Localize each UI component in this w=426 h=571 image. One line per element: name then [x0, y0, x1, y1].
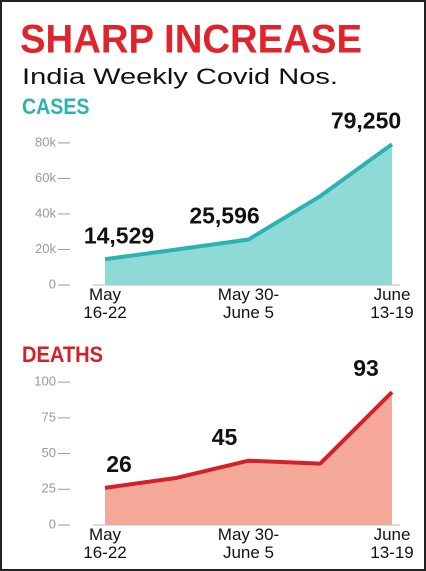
x-tick-label: June 13-19 — [370, 285, 413, 322]
value-label: 45 — [212, 424, 238, 450]
y-tick-label: 0 — [49, 516, 56, 531]
line — [104, 142, 394, 262]
line — [104, 390, 394, 490]
area-fill — [105, 392, 392, 525]
value-label: 26 — [106, 451, 132, 477]
x-tick-label: May 30-June 5 — [218, 285, 279, 322]
x-tick-label: May 16-22 — [83, 285, 126, 322]
value-label: 25,596 — [189, 203, 259, 229]
value-label: 79,250 — [331, 107, 401, 133]
y-tick-label: 60k — [35, 170, 56, 185]
section-title: DEATHS — [22, 342, 103, 367]
value-label: 14,529 — [84, 222, 154, 248]
y-tick-label: 100 — [34, 374, 56, 389]
value-label: 93 — [353, 355, 379, 381]
y-tick-label: 75 — [42, 409, 56, 424]
subtitle: India Weekly Covid Nos. — [22, 64, 338, 89]
y-tick-label: 40k — [35, 205, 56, 220]
y-tick-label: 0 — [49, 276, 56, 291]
section-title: CASES — [22, 94, 90, 119]
y-tick-label: 50 — [42, 445, 56, 460]
y-tick-label: 25 — [42, 481, 56, 496]
y-tick-label: 20k — [35, 241, 56, 256]
main-title: SHARP INCREASE — [20, 18, 362, 62]
x-tick-label: June 13-19 — [370, 525, 413, 562]
x-tick-label: May 30-June 5 — [218, 525, 279, 562]
y-tick-label: 80k — [35, 134, 56, 149]
x-tick-label: May 16-22 — [83, 525, 126, 562]
